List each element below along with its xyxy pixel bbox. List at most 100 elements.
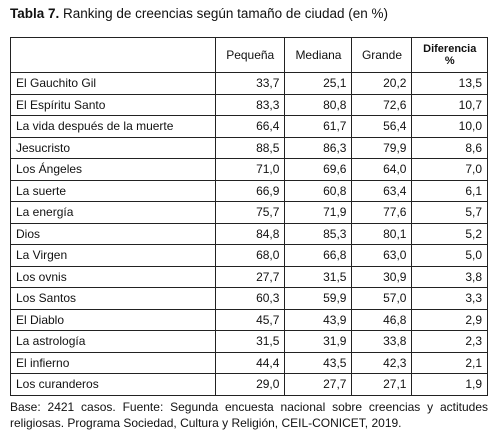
value-cell: 66,8 <box>284 244 353 267</box>
value-cell: 33,7 <box>214 72 286 95</box>
table-row: La energía 75,7 71,9 77,6 5,7 <box>10 201 488 224</box>
table-row: La Virgen 68,0 66,8 63,0 5,0 <box>10 244 488 267</box>
table-row: La vida después de la muerte 66,4 61,7 56,4… <box>10 115 488 138</box>
value-cell: 75,7 <box>214 201 286 224</box>
table-row: El infierno 44,4 43,5 42,3 2,1 <box>10 351 488 374</box>
footnote: Base: 2421 casos. Fuente: Segunda encues… <box>10 400 488 430</box>
title-text: Ranking de creencias según tamaño de ciu… <box>63 6 388 21</box>
value-cell: 88,5 <box>214 136 286 159</box>
table-row: El Espíritu Santo 83,3 80,8 72,6 10,7 <box>10 93 488 116</box>
value-cell: 71,9 <box>284 201 353 224</box>
title-label: Tabla 7. <box>10 6 60 21</box>
value-cell: 69,6 <box>284 158 353 181</box>
value-cell: 42,3 <box>351 351 413 374</box>
value-cell: 84,8 <box>214 222 286 245</box>
row-label: Jesucristo <box>10 136 216 159</box>
value-cell: 72,6 <box>351 93 413 116</box>
value-cell: 46,8 <box>351 308 413 331</box>
table-row: Los Ángeles 71,0 69,6 64,0 7,0 <box>10 158 488 181</box>
row-label: El Diablo <box>10 308 216 331</box>
table-row: Los curanderos 29,0 27,7 27,1 1,9 <box>10 373 488 396</box>
value-cell: 59,9 <box>284 287 353 310</box>
value-cell: 27,7 <box>284 373 353 396</box>
value-cell: 2,1 <box>411 351 488 374</box>
row-label: Los ovnis <box>10 265 216 288</box>
value-cell: 83,3 <box>214 93 286 116</box>
value-cell: 5,7 <box>411 201 488 224</box>
table-row: Jesucristo 88,5 86,3 79,9 8,6 <box>10 136 488 159</box>
row-label: La energía <box>10 201 216 224</box>
value-cell: 80,8 <box>284 93 353 116</box>
row-label: El infierno <box>10 351 216 374</box>
value-cell: 33,8 <box>351 330 413 353</box>
table: Pequeña Mediana Grande Diferencia % El Gauch… <box>10 37 488 396</box>
column-header: Grande <box>351 37 413 73</box>
table-title: Tabla 7. Ranking de creencias según tama… <box>10 6 388 21</box>
value-cell: 60,3 <box>214 287 286 310</box>
row-label: El Espíritu Santo <box>10 93 216 116</box>
value-cell: 2,3 <box>411 330 488 353</box>
value-cell: 44,4 <box>214 351 286 374</box>
value-cell: 20,2 <box>351 72 413 95</box>
value-cell: 7,0 <box>411 158 488 181</box>
value-cell: 43,5 <box>284 351 353 374</box>
value-cell: 80,1 <box>351 222 413 245</box>
value-cell: 63,4 <box>351 179 413 202</box>
value-cell: 66,9 <box>214 179 286 202</box>
table-row: El Gauchito Gil 33,7 25,1 20,2 13,5 <box>10 72 488 95</box>
value-cell: 43,9 <box>284 308 353 331</box>
value-cell: 60,8 <box>284 179 353 202</box>
table-row: Los ovnis 27,7 31,5 30,9 3,8 <box>10 265 488 288</box>
value-cell: 56,4 <box>351 115 413 138</box>
value-cell: 30,9 <box>351 265 413 288</box>
value-cell: 68,0 <box>214 244 286 267</box>
value-cell: 27,7 <box>214 265 286 288</box>
value-cell: 6,1 <box>411 179 488 202</box>
value-cell: 63,0 <box>351 244 413 267</box>
value-cell: 45,7 <box>214 308 286 331</box>
value-cell: 2,9 <box>411 308 488 331</box>
row-label: Los Santos <box>10 287 216 310</box>
value-cell: 10,0 <box>411 115 488 138</box>
value-cell: 5,2 <box>411 222 488 245</box>
value-cell: 31,5 <box>284 265 353 288</box>
row-label: La suerte <box>10 179 216 202</box>
value-cell: 13,5 <box>411 72 488 95</box>
value-cell: 85,3 <box>284 222 353 245</box>
value-cell: 57,0 <box>351 287 413 310</box>
value-cell: 64,0 <box>351 158 413 181</box>
value-cell: 25,1 <box>284 72 353 95</box>
value-cell: 3,3 <box>411 287 488 310</box>
table-row: La astrología 31,5 31,9 33,8 2,3 <box>10 330 488 353</box>
value-cell: 31,9 <box>284 330 353 353</box>
column-header: Pequeña <box>214 37 286 73</box>
row-label: La Virgen <box>10 244 216 267</box>
value-cell: 66,4 <box>214 115 286 138</box>
table-row: La suerte 66,9 60,8 63,4 6,1 <box>10 179 488 202</box>
value-cell: 77,6 <box>351 201 413 224</box>
value-cell: 31,5 <box>214 330 286 353</box>
value-cell: 86,3 <box>284 136 353 159</box>
value-cell: 27,1 <box>351 373 413 396</box>
table-row: Dios 84,8 85,3 80,1 5,2 <box>10 222 488 245</box>
value-cell: 29,0 <box>214 373 286 396</box>
row-label: El Gauchito Gil <box>10 72 216 95</box>
row-label: Los curanderos <box>10 373 216 396</box>
value-cell: 61,7 <box>284 115 353 138</box>
value-cell: 8,6 <box>411 136 488 159</box>
row-label: La astrología <box>10 330 216 353</box>
table-row: Los Santos 60,3 59,9 57,0 3,3 <box>10 287 488 310</box>
row-label: La vida después de la muerte <box>10 115 216 138</box>
value-cell: 79,9 <box>351 136 413 159</box>
header-row: Pequeña Mediana Grande Diferencia % <box>10 37 488 73</box>
value-cell: 1,9 <box>411 373 488 396</box>
value-cell: 71,0 <box>214 158 286 181</box>
value-cell: 5,0 <box>411 244 488 267</box>
column-header <box>10 37 216 73</box>
column-header: Mediana <box>284 37 353 73</box>
row-label: Dios <box>10 222 216 245</box>
column-header: Diferencia % <box>411 37 488 73</box>
value-cell: 3,8 <box>411 265 488 288</box>
value-cell: 10,7 <box>411 93 488 116</box>
